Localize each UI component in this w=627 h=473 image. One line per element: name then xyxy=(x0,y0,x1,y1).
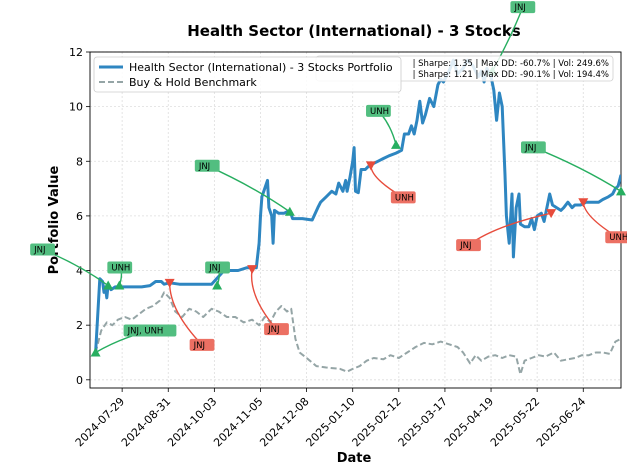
annotation-label: JNJ xyxy=(198,162,210,172)
annotation-label: JNJ xyxy=(208,264,220,274)
y-tick-label: 8 xyxy=(76,155,83,168)
buy-marker xyxy=(114,280,125,290)
trade-annotations: JNJ, UNH JNJ UNH JNJ JNJ JNJ JNJ UNH UNH JNJ JNJ UN… xyxy=(30,1,627,357)
sell-marker xyxy=(578,198,589,208)
annotation-label-bg xyxy=(123,324,177,337)
sell-marker xyxy=(546,209,557,219)
buy-marker xyxy=(391,139,402,149)
annotation-connector xyxy=(533,146,622,192)
portfolio-line xyxy=(94,58,621,353)
annotation-label-bg xyxy=(521,141,546,154)
benchmark-line xyxy=(94,291,621,376)
buy-annotation: JNJ, UNH xyxy=(90,324,177,357)
buy-annotation: UNH xyxy=(366,104,402,149)
annotation-label-bg xyxy=(189,338,215,351)
buy-marker xyxy=(284,206,295,216)
annotation-label-bg xyxy=(456,239,481,252)
annotation-label: JNJ xyxy=(193,341,205,351)
annotation-label: UNH xyxy=(370,107,389,117)
annotation-label-bg xyxy=(390,191,416,204)
legend-label-benchmark: Buy & Hold Benchmark xyxy=(129,76,257,89)
annotation-label-bg xyxy=(30,243,55,256)
annotation-label-bg xyxy=(107,261,133,274)
sell-annotation: UNH xyxy=(365,161,416,204)
annotation-label-bg xyxy=(366,104,391,117)
stats-line-portfolio: | Sharpe: 1.35 | Max DD: -60.7% | Vol: 2… xyxy=(413,59,609,69)
sell-marker xyxy=(164,278,175,288)
annotation-label: JNJ xyxy=(33,246,45,256)
stats-line-benchmark: | Sharpe: 1.21 | Max DD: -90.1% | Vol: 1… xyxy=(413,70,609,80)
y-tick-label: 6 xyxy=(76,210,83,223)
sell-marker xyxy=(247,265,258,275)
annotation-label-bg xyxy=(264,323,289,336)
buy-annotation: JNJ xyxy=(30,243,114,290)
sell-annotation: JNJ xyxy=(456,209,557,252)
sell-annotation: UNH xyxy=(578,198,627,243)
buy-marker xyxy=(103,280,114,290)
plot-frame xyxy=(89,51,622,389)
annotation-label: JNJ xyxy=(524,143,536,153)
buy-marker xyxy=(212,280,223,290)
legend-label-portfolio: Health Sector (International) - 3 Stocks… xyxy=(129,61,393,74)
annotation-label: JNJ, UNH xyxy=(127,326,164,336)
buy-marker xyxy=(90,347,101,357)
annotation-connector xyxy=(206,165,291,213)
sell-marker xyxy=(365,161,376,171)
sell-annotation: JNJ xyxy=(247,265,289,336)
y-tick-label: 4 xyxy=(76,265,83,278)
annotation-label-bg xyxy=(510,1,536,14)
x-tick-label: 2025-06-24 xyxy=(534,395,588,449)
y-tick-label: 10 xyxy=(69,101,83,114)
annotation-label-bg xyxy=(605,231,627,244)
annotation-label: UNH xyxy=(609,233,627,243)
annotation-label-bg xyxy=(205,261,230,274)
legend: Health Sector (International) - 3 Stocks… xyxy=(93,56,402,93)
annotation-label: JNJ xyxy=(459,241,471,251)
sell-annotation: JNJ xyxy=(164,278,215,351)
buy-annotation: UNH xyxy=(107,261,133,290)
y-tick-label: 12 xyxy=(69,46,83,59)
annotation-label: UNH xyxy=(111,264,130,274)
buy-annotation: JNJ xyxy=(521,141,626,196)
annotation-label: JNJ xyxy=(267,325,279,335)
chart-title: Health Sector (International) - 3 Stocks xyxy=(187,22,521,40)
legend-box xyxy=(93,56,402,93)
y-tick-label: 0 xyxy=(76,374,83,387)
x-axis: 2024-07-292024-08-312024-10-032024-11-05… xyxy=(73,388,588,449)
y-axis-title: Portfolio Value xyxy=(47,165,62,274)
y-tick-label: 2 xyxy=(76,319,83,332)
buy-annotation: JNJ xyxy=(205,261,230,290)
grid-lines xyxy=(90,51,621,388)
y-axis: 0 2 4 6 8 10 12 xyxy=(69,46,90,387)
annotation-label: UNH xyxy=(395,193,414,203)
buy-annotation: JNJ xyxy=(194,159,295,216)
annotation-connector xyxy=(168,282,203,346)
buy-marker xyxy=(616,186,626,196)
annotation-label-bg xyxy=(194,159,220,172)
annotation-connector xyxy=(250,269,278,330)
annotation-label: JNJ xyxy=(513,3,525,13)
x-axis-title: Date xyxy=(337,451,372,466)
